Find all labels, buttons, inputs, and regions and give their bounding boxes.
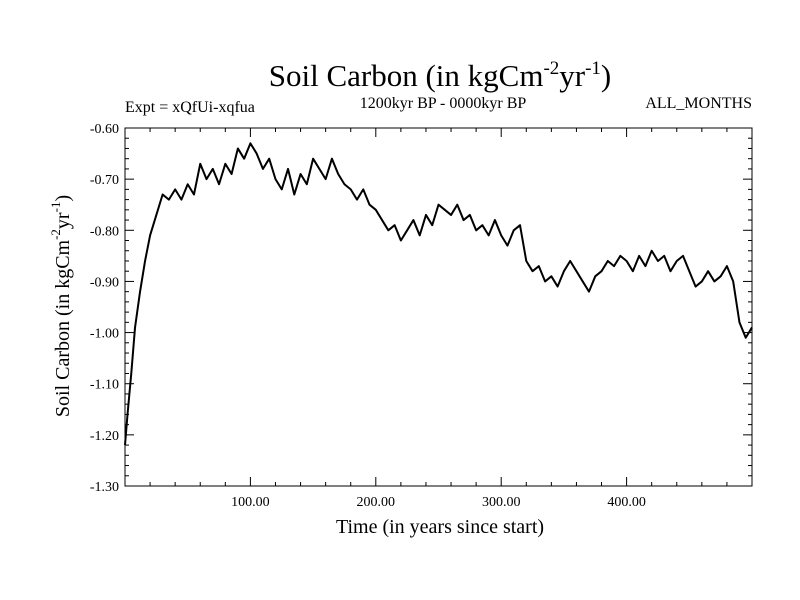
y-tick-label: -0.80 <box>90 224 119 239</box>
x-tick-label: 300.00 <box>482 495 521 510</box>
x-tick-label: 200.00 <box>357 495 396 510</box>
ylabel-sup1: -2 <box>48 229 63 240</box>
ylabel-sup2: -1 <box>48 202 63 213</box>
y-tick-label: -0.70 <box>90 173 119 188</box>
title-sup1: -2 <box>543 58 559 79</box>
y-tick-label: -1.00 <box>90 327 119 342</box>
experiment-label: Expt = xQfUi-xqfua <box>125 99 255 116</box>
ylabel-main: Soil Carbon (in kgCm <box>52 239 74 417</box>
series-line-soil-carbon <box>124 142 753 446</box>
chart-title: Soil Carbon (in kgCm-2yr-1) <box>269 58 612 93</box>
ylabel-mid: yr <box>52 212 74 229</box>
y-tick-label: -0.90 <box>90 275 119 290</box>
plot-frame <box>124 127 753 487</box>
axis-ticks: -0.60 -0.70 -0.80 -0.90 -1.00 -1.10 -1.20 -1.30… <box>90 122 752 510</box>
series-group <box>124 142 753 446</box>
title-end: ) <box>601 58 611 93</box>
title-sup2: -1 <box>585 58 601 79</box>
y-tick-label: -1.30 <box>90 480 119 495</box>
months-label: ALL_MONTHS <box>645 95 752 112</box>
time-range-label: 1200kyr BP - 0000kyr BP <box>360 95 527 112</box>
x-tick-label: 100.00 <box>231 495 270 510</box>
title-main: Soil Carbon (in kgCm <box>269 58 544 93</box>
x-tick-label: 400.00 <box>607 495 646 510</box>
y-tick-label: -1.20 <box>90 429 119 444</box>
y-tick-label: -0.60 <box>90 122 119 137</box>
y-tick-label: -1.10 <box>90 378 119 393</box>
y-axis-label: Soil Carbon (in kgCm-2yr-1) <box>48 195 74 417</box>
title-mid: yr <box>559 58 586 93</box>
ylabel-end: ) <box>52 195 74 202</box>
x-axis-label: Time (in years since start) <box>336 516 544 538</box>
